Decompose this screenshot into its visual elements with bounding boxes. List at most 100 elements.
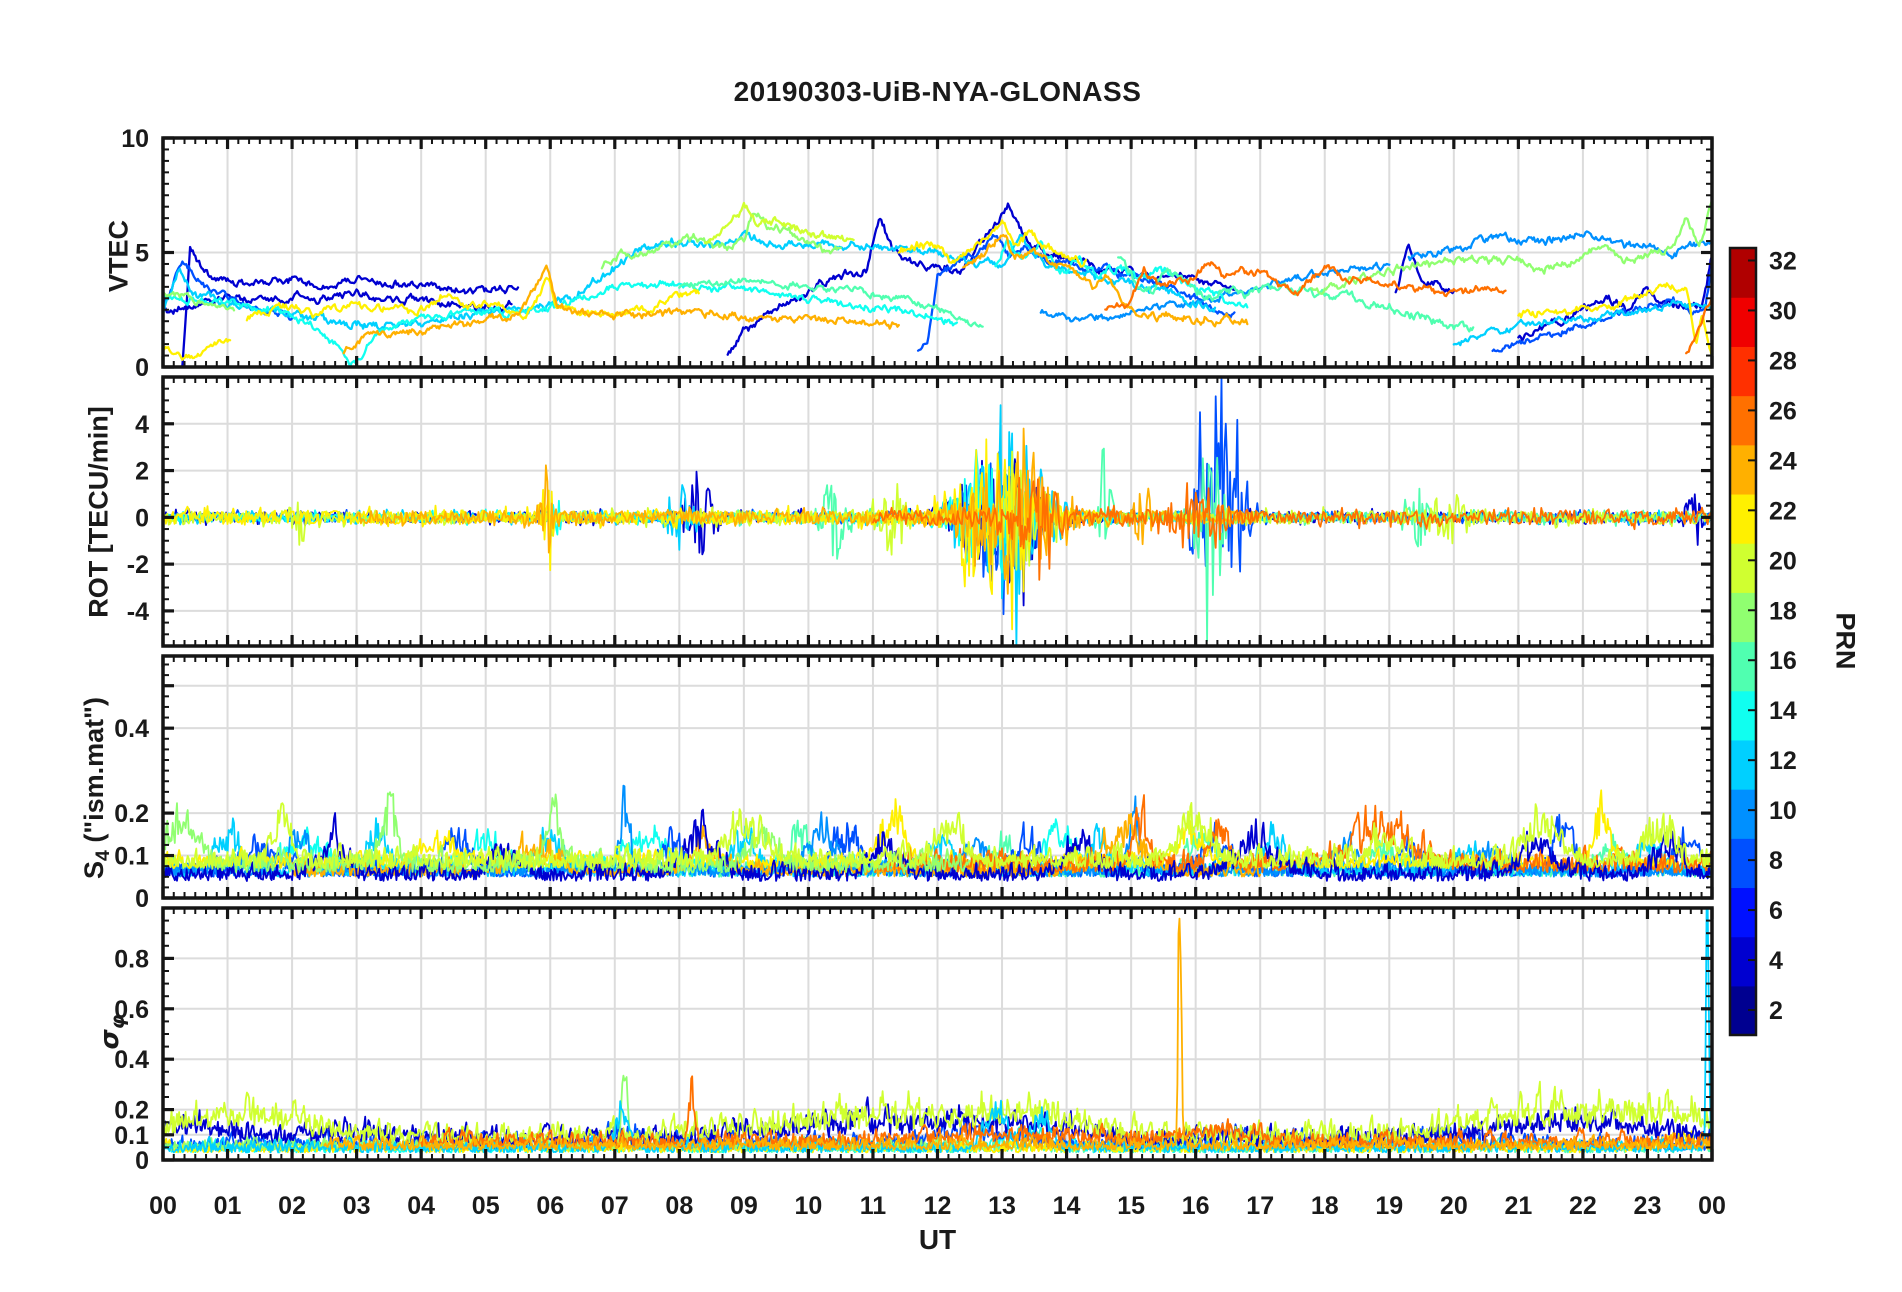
colorbar-tick-label: 12 xyxy=(1769,747,1797,775)
tick-label: 15 xyxy=(1117,1192,1145,1220)
vtec-series-prn-23 xyxy=(342,264,900,355)
vtec-series-prn-25 xyxy=(1297,264,1507,298)
tick-label: 21 xyxy=(1504,1192,1532,1220)
s4-series-prn-17 xyxy=(163,791,971,874)
tick-label: 07 xyxy=(601,1192,629,1220)
axis-ticks xyxy=(161,656,1714,900)
colorbar-tick-label: 22 xyxy=(1769,497,1797,525)
sigma-phi-series-prn-17 xyxy=(163,1074,971,1151)
tick-label: 5 xyxy=(135,240,149,268)
s4-panel: 0 0.1 0.2 0.4 xyxy=(114,654,1714,913)
vtec-series-prn-17 xyxy=(163,290,236,312)
vtec-series-prn-3 xyxy=(181,245,520,367)
xlabel-ut: UT xyxy=(918,1224,957,1255)
tick-label: 08 xyxy=(665,1192,693,1220)
x-tick-labels: 00 01 02 03 04 05 06 07 08 09 10 11 12 13 14 15 16 17 18 19… xyxy=(149,1192,1726,1220)
tick-label: 04 xyxy=(407,1192,435,1220)
colorbar-tick-label: 16 xyxy=(1769,647,1797,675)
s4-series-prn-19 xyxy=(163,802,1712,870)
colorbar-block xyxy=(1730,641,1756,692)
tick-label: 0.2 xyxy=(114,800,149,828)
tick-label: 2 xyxy=(135,458,149,486)
vtec-series-prn-7 xyxy=(1491,265,1712,353)
tick-label: 0.4 xyxy=(114,715,149,743)
axis-ticks xyxy=(161,907,1714,1162)
tick-label: 0 xyxy=(135,1147,149,1175)
rot-series-prn-23 xyxy=(355,427,1262,595)
tick-label: -4 xyxy=(127,598,149,626)
tick-label: 13 xyxy=(988,1192,1016,1220)
colorbar-block xyxy=(1730,936,1756,987)
tick-label: 0 xyxy=(135,504,149,532)
tick-label: 12 xyxy=(924,1192,952,1220)
colorbar-tick-label: 14 xyxy=(1769,697,1797,725)
colorbar-block xyxy=(1730,248,1756,298)
tick-label: -2 xyxy=(127,551,149,579)
tick-label: 02 xyxy=(278,1192,306,1220)
tick-label: 0 xyxy=(135,354,149,382)
tick-label: 03 xyxy=(343,1192,371,1220)
colorbar-block xyxy=(1730,444,1756,495)
vtec-series-prn-17 xyxy=(600,212,842,270)
colorbar-block xyxy=(1730,739,1756,790)
colorbar-tick-label: 18 xyxy=(1769,597,1797,625)
colorbar-block xyxy=(1730,690,1756,741)
vtec-series-prn-3 xyxy=(1394,243,1455,295)
vtec-series-prn-13 xyxy=(994,238,1249,309)
sigma-phi-series-prn-23 xyxy=(323,917,1712,1151)
chart-title: 20190303-UiB-NYA-GLONASS xyxy=(733,76,1142,107)
colorbar-tick-label: 8 xyxy=(1769,847,1783,875)
vtec-series-prn-19 xyxy=(704,201,855,245)
tick-label: 01 xyxy=(214,1192,242,1220)
tick-label: 0.8 xyxy=(114,945,149,973)
colorbar-block xyxy=(1730,592,1756,643)
colorbar-block xyxy=(1730,789,1756,839)
vtec-series-prn-21 xyxy=(1517,282,1712,360)
colorbar-block xyxy=(1730,346,1756,397)
vtec-series-prn-9 xyxy=(1039,261,1391,323)
tick-label: 18 xyxy=(1311,1192,1339,1220)
colorbar-tick-label: 24 xyxy=(1769,447,1797,475)
tick-label: 0.1 xyxy=(114,843,149,871)
tick-label: 16 xyxy=(1182,1192,1210,1220)
vtec-series-prn-7 xyxy=(916,233,1236,352)
tick-label: 23 xyxy=(1634,1192,1662,1220)
vtec-series-prn-23 xyxy=(962,233,1249,328)
vtec-series-prn-15 xyxy=(678,277,984,328)
s4-series xyxy=(163,784,1712,882)
colorbar-tick-label: 2 xyxy=(1769,997,1783,1025)
tick-label: 0.2 xyxy=(114,1097,149,1125)
colorbar-tick-label: 30 xyxy=(1769,297,1797,325)
colorbar-tick-label: 32 xyxy=(1769,247,1797,275)
tick-label: 10 xyxy=(795,1192,823,1220)
vtec-series-prn-3 xyxy=(726,202,1068,356)
colorbar-tick-label: 28 xyxy=(1769,347,1797,375)
tick-label: 0.1 xyxy=(114,1122,149,1150)
vtec-series-prn-11 xyxy=(1452,299,1712,347)
rot-series xyxy=(163,377,1712,646)
axis-ticks xyxy=(161,136,1714,369)
tick-label: 14 xyxy=(1053,1192,1081,1220)
rot-series-prn-25 xyxy=(872,476,1712,581)
colorbar-tick-label: 20 xyxy=(1769,547,1797,575)
tick-label: 09 xyxy=(730,1192,758,1220)
tick-label: 20 xyxy=(1440,1192,1468,1220)
sigma-phi-series-prn-19 xyxy=(163,1080,1712,1146)
tick-label: 10 xyxy=(121,125,149,153)
colorbar-tick-label: 4 xyxy=(1769,947,1783,975)
vtec-series xyxy=(163,199,1712,367)
tick-label: 0.4 xyxy=(114,1046,149,1074)
colorbar-tick-label: 10 xyxy=(1769,797,1797,825)
colorbar-block xyxy=(1730,395,1756,446)
colorbar-border xyxy=(1728,246,1758,1037)
tick-label: 0 xyxy=(135,885,149,913)
vtec-series-prn-17 xyxy=(1310,199,1712,295)
tick-label: 19 xyxy=(1375,1192,1403,1220)
tick-label: 0.6 xyxy=(114,996,149,1024)
vtec-series-prn-3 xyxy=(1517,255,1712,342)
colorbar-block xyxy=(1730,887,1756,938)
colorbar-block xyxy=(1730,543,1756,593)
vtec-series-prn-13 xyxy=(163,279,959,367)
